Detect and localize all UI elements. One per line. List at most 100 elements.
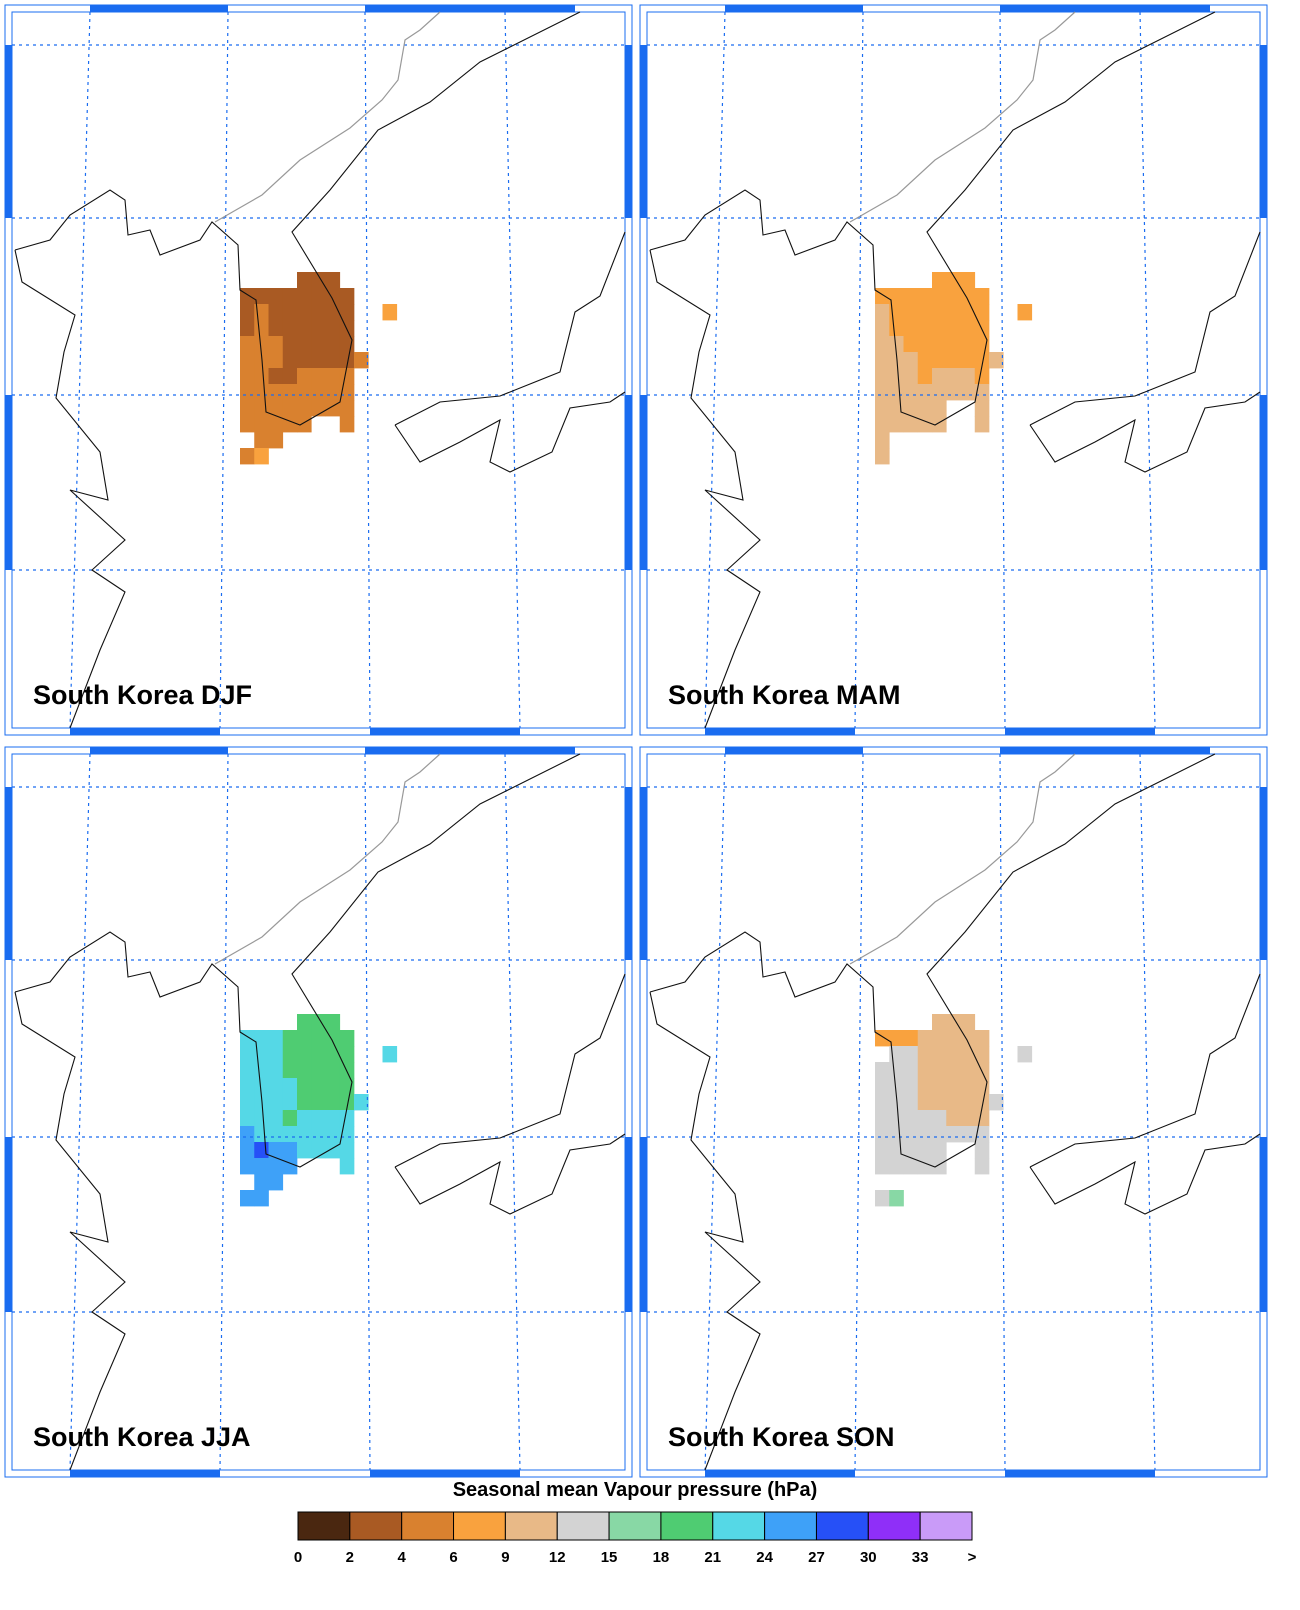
- grid-cell: [311, 368, 326, 385]
- grid-cell: [960, 1062, 976, 1079]
- grid-cell: [240, 1094, 255, 1111]
- grid-cell: [974, 1158, 990, 1175]
- grid-cell: [932, 1014, 947, 1031]
- grid-cell: [311, 1126, 326, 1143]
- grid-cell: [297, 352, 312, 369]
- data-cells: [240, 272, 398, 465]
- grid-cell: [903, 304, 919, 321]
- grid-cell: [974, 320, 990, 337]
- grid-cell: [254, 384, 269, 401]
- grid-cell: [282, 368, 298, 385]
- grid-cell: [903, 400, 919, 417]
- grid-cell: [974, 400, 990, 417]
- colorbar-box: [919, 1511, 973, 1541]
- grid-cell: [254, 1142, 269, 1159]
- grid-cell: [960, 384, 976, 401]
- grid-cell: [946, 384, 961, 401]
- grid-cell: [282, 1110, 298, 1127]
- grid-cell: [974, 416, 990, 433]
- grid-cell: [903, 1078, 919, 1095]
- grid-cell: [932, 272, 947, 289]
- grid-cell: [960, 1078, 976, 1095]
- grid-cell: [946, 1094, 961, 1111]
- grid-cell: [240, 1158, 255, 1175]
- grid-cell: [875, 400, 890, 417]
- grid-cell: [946, 1126, 961, 1143]
- colorbar-label: 21: [704, 1549, 721, 1566]
- grid-cell: [889, 288, 904, 305]
- grid-cell: [240, 304, 255, 321]
- grid-cell: [268, 352, 284, 369]
- grid-cell: [960, 288, 976, 305]
- grid-cell: [339, 1094, 355, 1111]
- grid-cell: [240, 336, 255, 353]
- colorbar-box: [764, 1511, 817, 1541]
- colorbar-label: 18: [653, 1549, 670, 1566]
- colorbar-label: 0: [294, 1549, 302, 1566]
- grid-cell: [311, 304, 326, 321]
- grid-cell: [325, 1094, 341, 1111]
- grid-cell: [960, 336, 976, 353]
- grid-cell: [325, 368, 341, 385]
- grid-cell: [889, 384, 904, 401]
- grid-cell: [339, 400, 355, 417]
- grid-cell: [339, 1158, 355, 1175]
- colorbar-label: 2: [346, 1549, 354, 1566]
- grid-cell: [254, 288, 269, 305]
- grid-cell: [946, 320, 961, 337]
- grid-cell: [917, 1094, 933, 1111]
- grid-cell: [354, 1094, 369, 1111]
- grid-cell: [268, 336, 284, 353]
- grid-cell: [311, 1062, 326, 1079]
- grid-cell: [240, 384, 255, 401]
- colorbar-title: Seasonal mean Vapour pressure (hPa): [453, 1479, 818, 1501]
- grid-cell: [875, 416, 890, 433]
- grid-cell: [282, 304, 298, 321]
- grid-cell: [917, 1062, 933, 1079]
- grid-cell: [339, 304, 355, 321]
- grid-cell: [325, 272, 341, 289]
- grid-cell: [960, 1046, 976, 1063]
- grid-cell: [254, 1158, 269, 1175]
- grid-cell: [889, 1158, 904, 1175]
- grid-cell: [282, 352, 298, 369]
- panel-title: South Korea DJF: [33, 680, 252, 710]
- grid-cell: [311, 384, 326, 401]
- grid-cell: [903, 1110, 919, 1127]
- grid-cell: [339, 320, 355, 337]
- grid-cell: [282, 1094, 298, 1111]
- grid-cell: [325, 1078, 341, 1095]
- grid-cell: [339, 416, 355, 433]
- grid-cell: [932, 1126, 947, 1143]
- grid-cell: [282, 384, 298, 401]
- grid-cell: [325, 1110, 341, 1127]
- grid-cell: [946, 1014, 961, 1031]
- grid-cell: [254, 320, 269, 337]
- grid-cell: [960, 320, 976, 337]
- grid-cell: [903, 1158, 919, 1175]
- grid-cell: [268, 1158, 284, 1175]
- grid-cell: [240, 1030, 255, 1047]
- grid-cell: [932, 1110, 947, 1127]
- grid-cell: [254, 1078, 269, 1095]
- grid-cell: [932, 1030, 947, 1047]
- grid-cell: [974, 384, 990, 401]
- grid-cell: [382, 304, 398, 321]
- grid-cell: [974, 336, 990, 353]
- grid-cell: [903, 1062, 919, 1079]
- grid-cell: [311, 336, 326, 353]
- grid-cell: [297, 384, 312, 401]
- grid-cell: [960, 304, 976, 321]
- grid-cell: [889, 416, 904, 433]
- grid-cell: [339, 1110, 355, 1127]
- grid-cell: [932, 288, 947, 305]
- grid-cell: [240, 400, 255, 417]
- grid-cell: [325, 352, 341, 369]
- map-panel: South Korea JJA: [4, 746, 633, 1478]
- grid-cell: [268, 1094, 284, 1111]
- grid-cell: [297, 288, 312, 305]
- grid-cell: [932, 1142, 947, 1159]
- grid-cell: [946, 1078, 961, 1095]
- grid-cell: [325, 1062, 341, 1079]
- grid-cell: [889, 320, 904, 337]
